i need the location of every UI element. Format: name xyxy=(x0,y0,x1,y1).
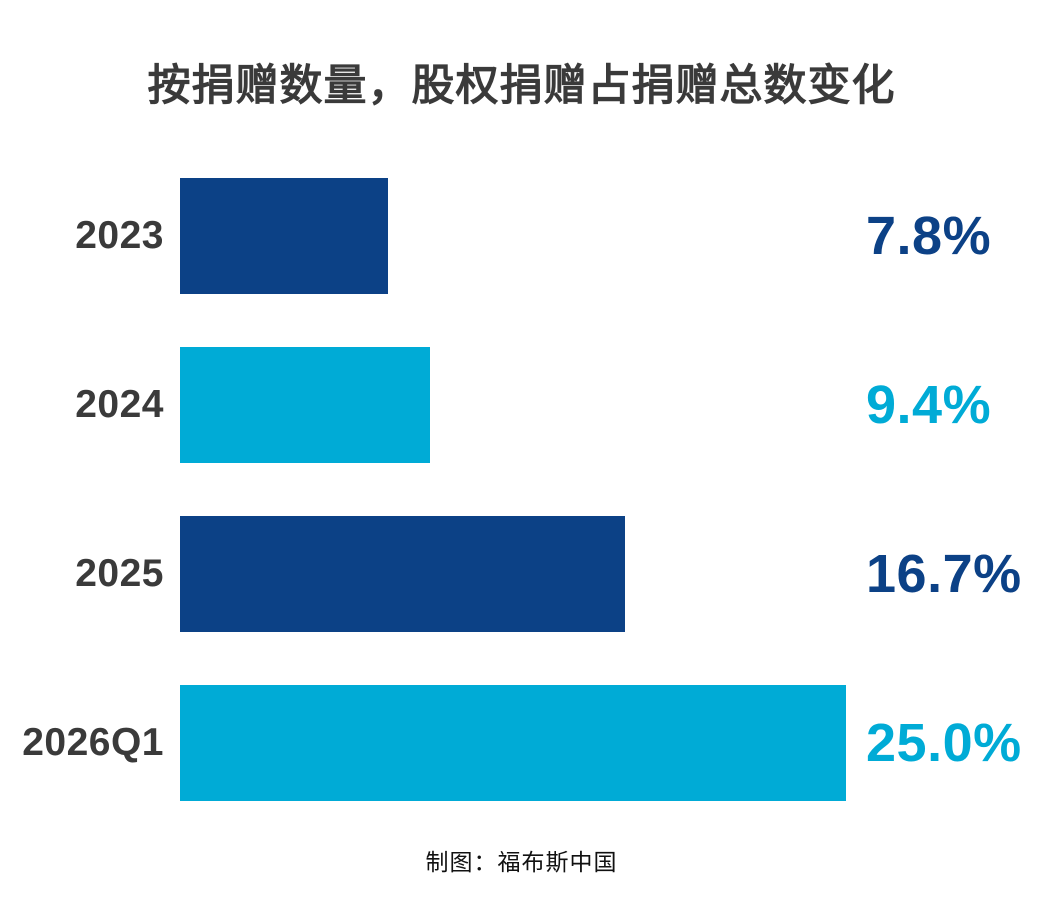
bar-chart: 2023 7.8% 2024 9.4% 2025 16.7% 2026Q1 xyxy=(18,177,1043,801)
bar xyxy=(180,177,388,294)
bar-track xyxy=(180,177,846,294)
bar-track xyxy=(180,346,846,463)
bar-row: 2023 7.8% xyxy=(18,177,1043,294)
value-label: 16.7% xyxy=(866,543,1022,604)
category-label: 2026Q1 xyxy=(22,720,164,764)
value-label: 9.4% xyxy=(866,374,992,435)
category-label: 2023 xyxy=(75,213,164,257)
category-label: 2024 xyxy=(75,382,164,426)
category-label: 2025 xyxy=(75,551,164,595)
bar-track xyxy=(180,684,846,801)
value-label: 25.0% xyxy=(866,712,1022,773)
bar xyxy=(180,684,846,801)
source-note: 制图：福布斯中国 xyxy=(425,848,618,875)
bar xyxy=(180,515,625,632)
bar-row: 2025 16.7% xyxy=(18,515,1043,632)
chart-title: 按捐赠数量，股权捐赠占捐赠总数变化 xyxy=(147,62,896,110)
bar-row: 2024 9.4% xyxy=(18,346,1043,463)
bar xyxy=(180,346,431,463)
value-label: 7.8% xyxy=(866,205,992,266)
bar-row: 2026Q1 25.0% xyxy=(18,684,1043,801)
bar-track xyxy=(180,515,846,632)
